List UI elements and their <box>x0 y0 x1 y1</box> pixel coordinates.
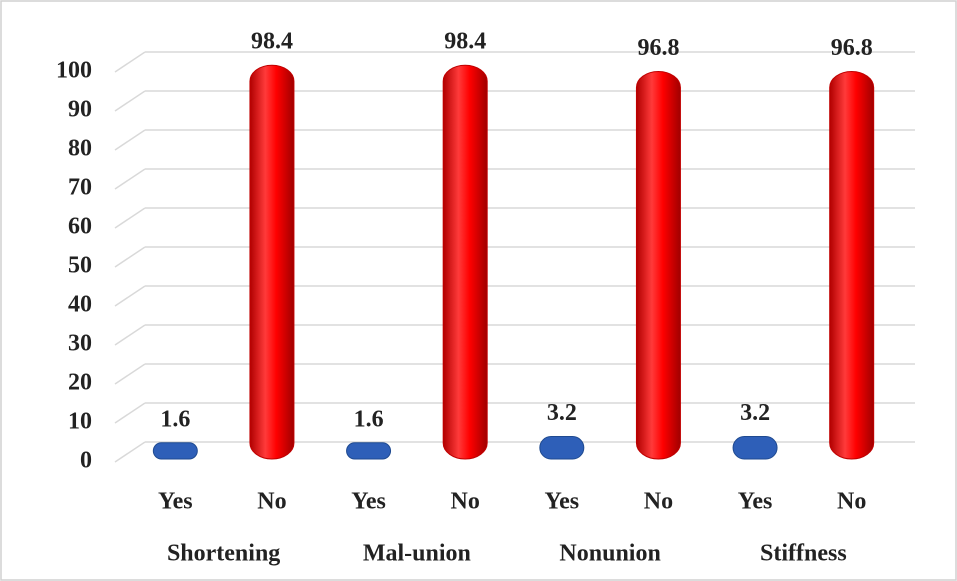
y-tick-label: 50 <box>68 253 92 279</box>
bar <box>249 64 295 460</box>
grid-line <box>114 90 146 112</box>
group-label: Mal-union <box>363 541 471 567</box>
bar <box>829 70 875 460</box>
grid-line <box>114 285 146 307</box>
bar <box>442 64 488 460</box>
y-tick-label: 100 <box>56 58 92 84</box>
value-label: 98.4 <box>251 29 293 55</box>
grid-line <box>114 207 146 229</box>
y-tick-label: 20 <box>68 370 92 396</box>
value-label: 98.4 <box>444 29 486 55</box>
y-tick-label: 90 <box>68 97 92 123</box>
y-tick-label: 30 <box>68 331 92 357</box>
group-label: Shortening <box>167 541 280 567</box>
grid-line <box>114 129 146 151</box>
value-label: 1.6 <box>354 406 384 432</box>
group-label: Stiffness <box>760 541 847 567</box>
bar <box>152 442 198 460</box>
grid-line <box>114 402 146 424</box>
grid-line <box>114 168 146 190</box>
x-tick-label: No <box>837 489 866 515</box>
value-label: 3.2 <box>547 400 577 426</box>
bar <box>732 436 778 460</box>
y-tick-label: 40 <box>68 292 92 318</box>
value-label: 96.8 <box>831 35 873 61</box>
x-tick-label: No <box>644 489 673 515</box>
x-tick-label: No <box>451 489 480 515</box>
x-tick-label: Yes <box>738 489 773 515</box>
grid-line <box>114 441 146 463</box>
value-label: 96.8 <box>637 35 679 61</box>
bar <box>635 70 681 460</box>
y-tick-label: 60 <box>68 214 92 240</box>
value-label: 1.6 <box>160 406 190 432</box>
grid-line <box>114 51 146 73</box>
x-tick-label: Yes <box>158 489 193 515</box>
x-tick-label: No <box>257 489 286 515</box>
value-label: 3.2 <box>740 400 770 426</box>
y-tick-label: 0 <box>80 448 92 474</box>
bar <box>346 442 392 460</box>
y-tick-label: 80 <box>68 136 92 162</box>
grid-line <box>114 246 146 268</box>
grid-line <box>114 324 146 346</box>
group-label: Nonunion <box>559 541 660 567</box>
y-tick-label: 70 <box>68 175 92 201</box>
bar <box>539 436 585 460</box>
x-tick-label: Yes <box>351 489 386 515</box>
x-tick-label: Yes <box>544 489 579 515</box>
y-tick-label: 10 <box>68 409 92 435</box>
grid-line <box>114 363 146 385</box>
